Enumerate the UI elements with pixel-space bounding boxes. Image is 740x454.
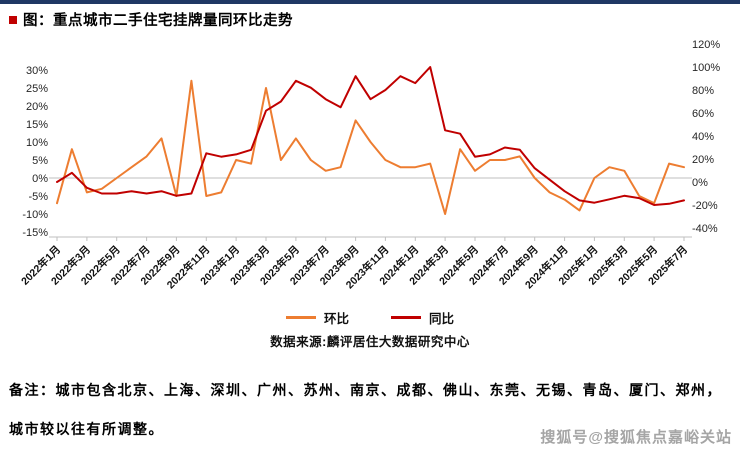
right-axis-tick: 20% — [692, 154, 714, 166]
legend-item-yoy: 同比 — [391, 308, 454, 327]
footnote-line2: 城市较以往有所调整。 — [9, 421, 164, 437]
data-source: 数据来源:麟评居住大数据研究中心 — [270, 335, 470, 349]
title-bullet-icon — [9, 15, 17, 24]
mom-series-line — [56, 79, 685, 215]
left-axis-tick: 5% — [32, 155, 48, 167]
footnote: 备注：城市包含北京、上海、深圳、广州、苏州、南京、成都、佛山、东莞、无锡、青岛、… — [9, 382, 735, 438]
chart-title-text: 图：重点城市二手住宅挂牌量同环比走势 — [23, 13, 293, 29]
right-axis-tick: 60% — [692, 108, 714, 120]
watermark: 搜狐号@搜狐焦点嘉峪关站 — [540, 429, 732, 446]
left-axis-tick: -15% — [22, 227, 48, 239]
right-axis-tick: 0% — [692, 177, 708, 189]
right-axis-tick: 100% — [692, 62, 720, 74]
right-axis-tick: 40% — [692, 131, 714, 143]
line-chart: 30% 25% 20% 15% 10% 5% 0% -5% -10% -15% 120% 100% 80… — [18, 39, 720, 291]
left-axis-tick: -5% — [28, 191, 48, 203]
legend-label-yoy: 同比 — [429, 312, 455, 326]
top-accent-bar — [0, 0, 740, 4]
right-axis-tick: -20% — [692, 200, 718, 212]
right-axis-tick: -40% — [692, 223, 718, 235]
left-axis-tick: 0% — [32, 173, 48, 185]
legend-label-mom: 环比 — [323, 312, 349, 326]
footnote-line1: 备注：城市包含北京、上海、深圳、广州、苏州、南京、成都、佛山、东莞、无锡、青岛、… — [9, 382, 722, 398]
left-axis-tick: 20% — [26, 101, 48, 113]
left-axis-tick: -10% — [22, 209, 48, 221]
mom-line-swatch — [285, 316, 316, 319]
legend-item-mom: 环比 — [285, 308, 349, 327]
right-axis-tick: 120% — [692, 39, 720, 51]
chart-legend: 环比 同比 — [0, 308, 740, 327]
left-axis-tick: 30% — [26, 65, 48, 77]
left-axis-tick: 10% — [26, 137, 48, 149]
chart-title: 图：重点城市二手住宅挂牌量同环比走势 — [9, 9, 293, 30]
left-axis-tick: 15% — [26, 119, 48, 131]
yoy-line-swatch — [391, 316, 421, 319]
yoy-series-line — [56, 66, 685, 206]
left-axis-tick: 25% — [26, 83, 48, 95]
right-axis-tick: 80% — [692, 85, 714, 97]
